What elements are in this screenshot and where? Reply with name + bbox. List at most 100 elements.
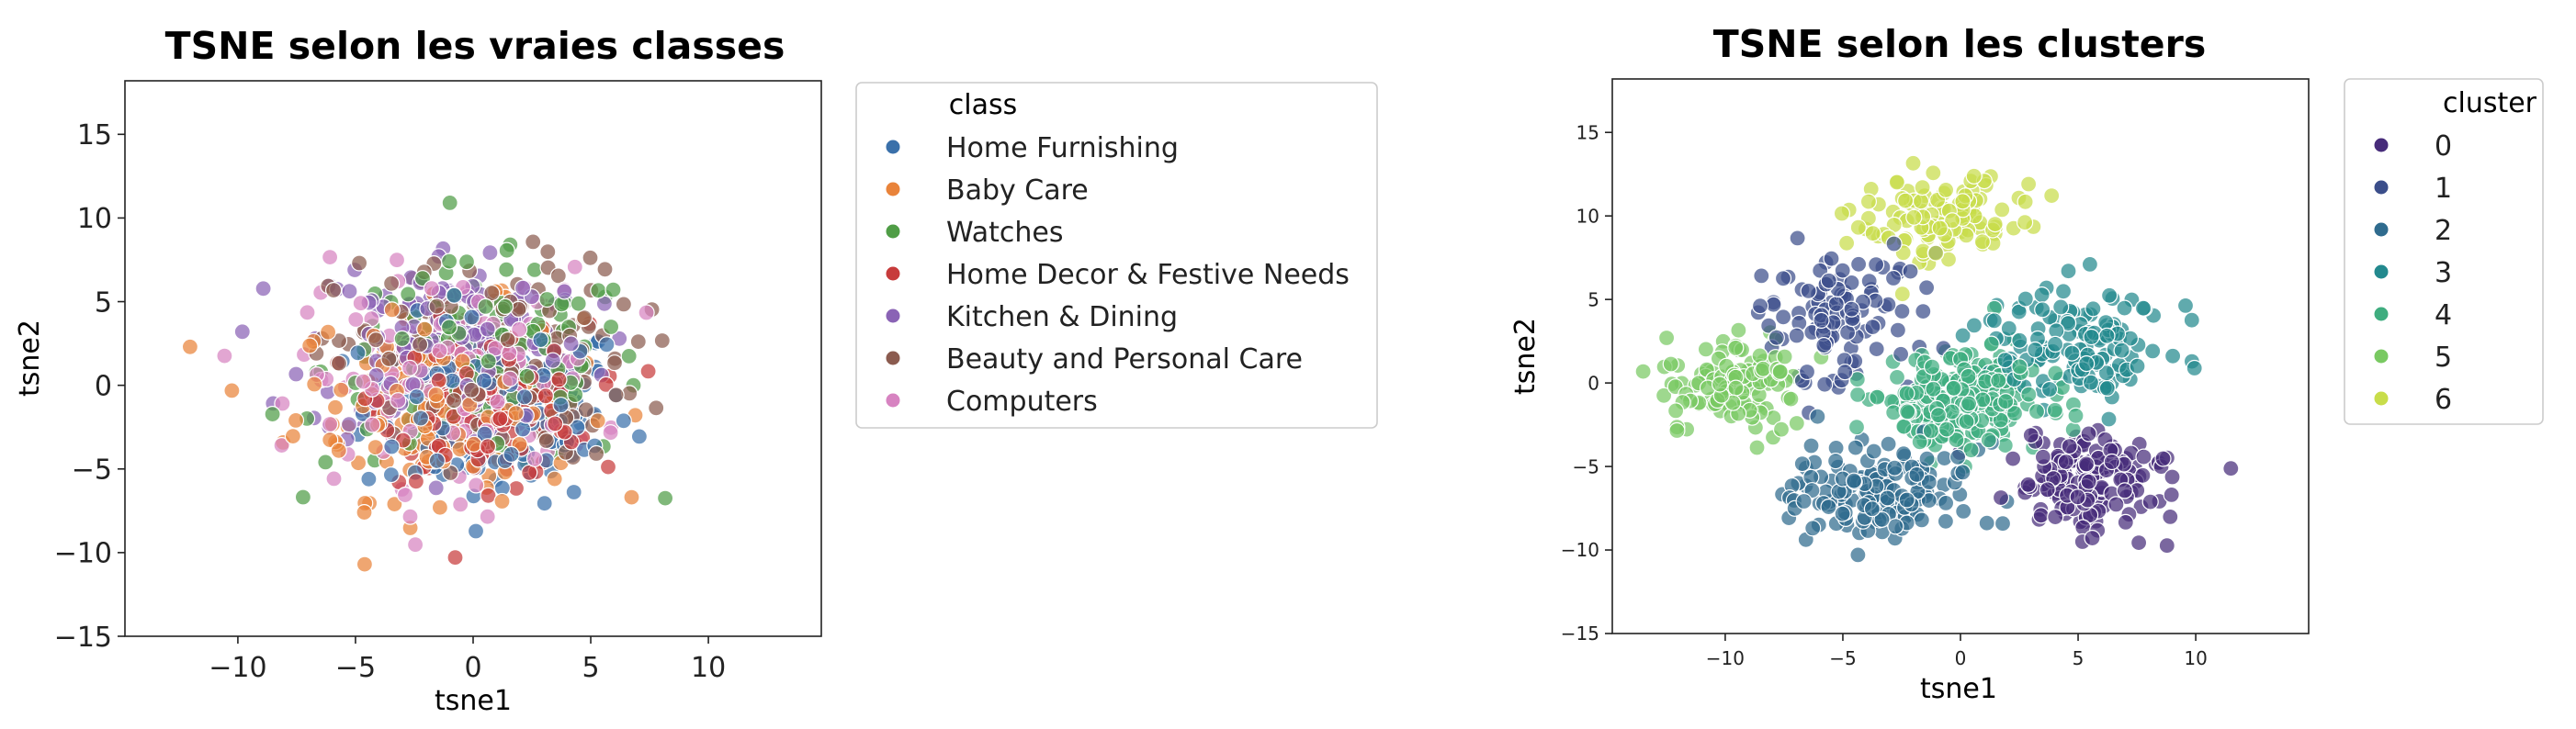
scatter-point bbox=[1965, 317, 1983, 334]
scatter-point bbox=[502, 370, 519, 387]
scatter-point bbox=[570, 295, 587, 312]
legend-label: 6 bbox=[2435, 384, 2452, 416]
scatter-point bbox=[1774, 308, 1792, 326]
scatter-point bbox=[2040, 380, 2059, 398]
scatter-point bbox=[1666, 402, 1685, 420]
scatter-point bbox=[577, 401, 594, 419]
scatter-point bbox=[330, 332, 348, 350]
x-tick-label: 5 bbox=[582, 652, 599, 684]
scatter-point bbox=[1864, 319, 1881, 336]
scatter-point bbox=[2083, 328, 2100, 346]
scatter-point bbox=[2080, 425, 2097, 443]
scatter-point bbox=[507, 405, 525, 422]
scatter-point bbox=[1859, 193, 1878, 210]
scatter-point bbox=[1938, 494, 1955, 512]
x-tick-label: 5 bbox=[2073, 647, 2085, 669]
scatter-point bbox=[446, 392, 463, 409]
scatter-point bbox=[1938, 181, 1955, 198]
legend-label: Kitchen & Dining bbox=[946, 301, 1178, 333]
scatter-point bbox=[2134, 299, 2152, 317]
scatter-point bbox=[539, 243, 557, 261]
scatter-point bbox=[2154, 450, 2172, 467]
y-tick-label: 0 bbox=[1587, 372, 1599, 394]
scatter-point bbox=[233, 323, 251, 341]
scatter-point bbox=[355, 373, 372, 390]
scatter-point bbox=[401, 508, 419, 525]
scatter-point bbox=[349, 344, 367, 362]
scatter-point bbox=[2047, 335, 2064, 353]
scatter-point bbox=[2060, 263, 2077, 280]
scatter-point bbox=[1937, 512, 1954, 530]
scatter-point bbox=[498, 241, 515, 259]
scatter-point bbox=[326, 398, 345, 416]
scatter-point bbox=[1820, 272, 1837, 289]
scatter-point bbox=[623, 488, 640, 506]
scatter-point bbox=[299, 304, 316, 321]
scatter-point bbox=[1751, 297, 1769, 315]
y-tick-label: −15 bbox=[1561, 622, 1599, 645]
scatter-point bbox=[1880, 435, 1897, 453]
scatter-point bbox=[1798, 363, 1816, 381]
scatter-point bbox=[2222, 460, 2240, 477]
legend-label: Beauty and Personal Care bbox=[946, 343, 1303, 376]
y-tick-label: −10 bbox=[1561, 539, 1599, 561]
scatter-point bbox=[1813, 311, 1830, 329]
scatter-point bbox=[2162, 508, 2179, 526]
legend-marker bbox=[2373, 390, 2390, 407]
y-tick-label: 5 bbox=[1587, 288, 1599, 310]
scatter-point bbox=[1918, 450, 1936, 467]
scatter-point bbox=[428, 297, 446, 315]
x-axis-ticks: −10 −5 0 5 10 bbox=[1706, 634, 2208, 669]
scatter-point bbox=[2144, 342, 2162, 360]
scatter-point bbox=[1768, 329, 1785, 346]
scatter-point bbox=[536, 495, 553, 512]
scatter-point bbox=[2060, 315, 2077, 332]
scatter-point bbox=[565, 483, 582, 501]
scatter-point bbox=[547, 415, 564, 432]
scatter-point bbox=[2113, 342, 2130, 359]
legend-frame bbox=[855, 82, 1378, 429]
scatter-point bbox=[2047, 364, 2064, 382]
legend-label: 3 bbox=[2435, 257, 2452, 289]
scatter-point bbox=[503, 445, 520, 463]
scatter-point bbox=[341, 283, 358, 300]
scatter-point bbox=[2046, 401, 2063, 419]
scatter-point bbox=[589, 412, 606, 430]
scatter-point bbox=[1960, 367, 1977, 385]
y-axis-ticks: −15 −10 −5 0 5 10 15 bbox=[1561, 121, 1612, 645]
scatter-point bbox=[382, 465, 400, 484]
scatter-point bbox=[2141, 493, 2159, 510]
scatter-point bbox=[383, 275, 401, 292]
scatter-point bbox=[2032, 507, 2050, 524]
scatter-point bbox=[273, 437, 290, 454]
scatter-point bbox=[1847, 419, 1866, 436]
scatter-point bbox=[2028, 403, 2046, 421]
scatter-point bbox=[1911, 433, 1928, 451]
scatter-point bbox=[423, 280, 440, 297]
scatter-point bbox=[1727, 379, 1745, 397]
legend-marker bbox=[2373, 348, 2390, 364]
x-tick-label: −10 bbox=[209, 652, 266, 684]
scatter-point bbox=[1849, 219, 1867, 236]
scatter-point bbox=[1800, 282, 1817, 299]
scatter-point bbox=[550, 371, 568, 388]
scatter-point bbox=[1662, 355, 1679, 373]
scatter-point bbox=[2078, 355, 2096, 373]
chart-title: TSNE selon les clusters bbox=[1713, 22, 2207, 66]
scatter-point bbox=[2020, 175, 2038, 193]
scatter-point bbox=[604, 281, 622, 298]
y-tick-label: −5 bbox=[1573, 455, 1599, 477]
legend-label: 1 bbox=[2435, 173, 2452, 205]
scatter-point bbox=[2135, 448, 2152, 465]
scatter-point bbox=[525, 233, 542, 251]
scatter-point bbox=[380, 350, 398, 367]
y-axis-ticks: −15 −10 −5 0 5 10 15 bbox=[54, 119, 125, 654]
scatter-point bbox=[430, 372, 447, 389]
legend-marker bbox=[885, 350, 901, 366]
scatter-point bbox=[1893, 286, 1911, 303]
legend-marker bbox=[2373, 264, 2390, 280]
scatter-point bbox=[1897, 192, 1915, 209]
scatter-point bbox=[2027, 341, 2044, 359]
scatter-point bbox=[407, 536, 424, 554]
scatter-point bbox=[1954, 464, 1972, 481]
